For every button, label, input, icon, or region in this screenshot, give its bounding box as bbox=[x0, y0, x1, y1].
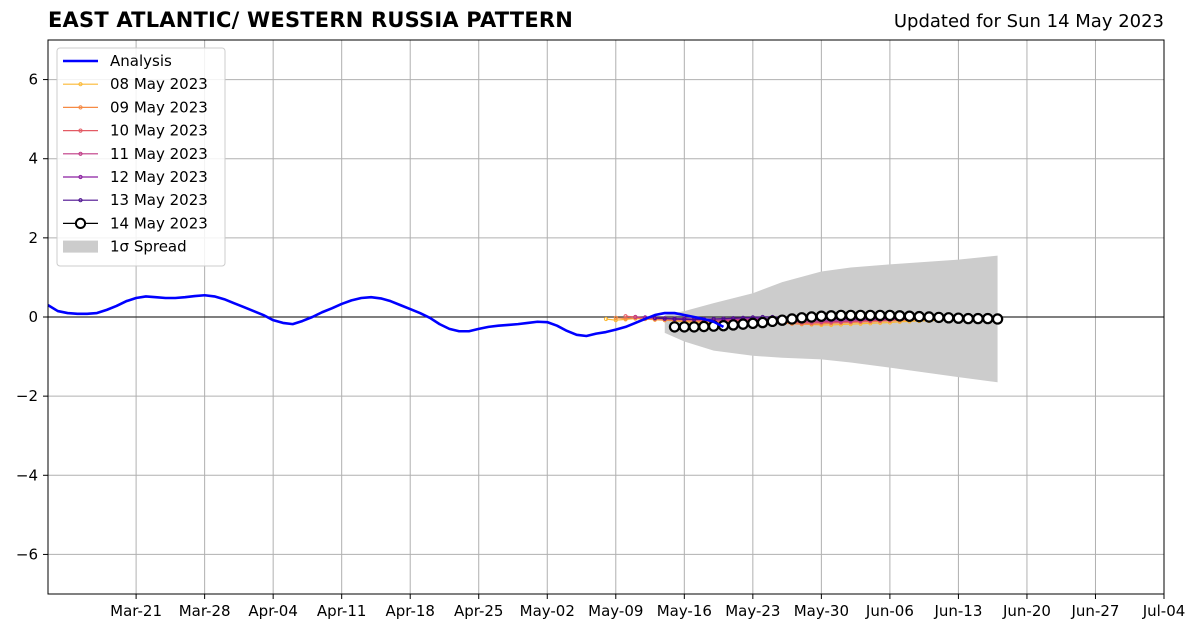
legend-label: 08 May 2023 bbox=[110, 75, 208, 93]
forecast-point bbox=[766, 315, 779, 328]
forecast-point bbox=[854, 309, 867, 322]
x-tick-label: Apr-11 bbox=[317, 602, 367, 620]
forecast-point bbox=[874, 309, 886, 322]
forecast-point bbox=[603, 316, 609, 322]
x-tick-label: May-02 bbox=[520, 602, 575, 620]
y-tick-label: −2 bbox=[16, 387, 38, 405]
legend-label: 10 May 2023 bbox=[110, 122, 208, 140]
legend-marker bbox=[78, 198, 83, 203]
x-tick-label: May-23 bbox=[725, 602, 780, 620]
forecast-point bbox=[668, 321, 681, 333]
legend-marker bbox=[78, 105, 83, 110]
forecast-point bbox=[623, 316, 628, 321]
x-tick-label: Jun-06 bbox=[865, 602, 914, 620]
forecast-point bbox=[982, 312, 994, 325]
forecast-point bbox=[727, 319, 739, 331]
forecast-point bbox=[662, 316, 667, 321]
forecast-point bbox=[737, 318, 749, 330]
forecast-point bbox=[652, 316, 658, 321]
legend-label: 12 May 2023 bbox=[110, 168, 208, 186]
forecast-point bbox=[962, 312, 974, 325]
forecast-point bbox=[613, 318, 618, 323]
forecast-point bbox=[825, 310, 837, 322]
forecast-point bbox=[786, 313, 798, 325]
forecast-point bbox=[796, 312, 808, 324]
x-tick-label: Mar-28 bbox=[179, 602, 231, 620]
forecast-point bbox=[845, 309, 857, 322]
legend-label: 1σ Spread bbox=[110, 238, 187, 256]
forecast-series bbox=[668, 309, 1004, 333]
forecast-point bbox=[991, 313, 1004, 325]
forecast-point bbox=[678, 321, 691, 333]
forecast-point bbox=[633, 314, 638, 320]
forecast-point bbox=[698, 320, 710, 333]
legend-swatch bbox=[63, 240, 98, 253]
forecast-point bbox=[864, 309, 877, 322]
forecast-point bbox=[688, 321, 700, 333]
y-tick-label: 2 bbox=[28, 229, 38, 247]
legend-label: 13 May 2023 bbox=[110, 191, 208, 209]
forecast-point bbox=[913, 310, 925, 323]
forecast-point bbox=[835, 309, 847, 322]
forecast-point bbox=[893, 310, 906, 322]
forecast-point bbox=[672, 316, 677, 322]
chart-title: EAST ATLANTIC/ WESTERN RUSSIA PATTERN bbox=[48, 8, 574, 32]
x-tick-label: Jun-20 bbox=[1002, 602, 1051, 620]
forecast-point bbox=[623, 314, 628, 319]
legend-box bbox=[56, 47, 226, 267]
forecast-point bbox=[756, 316, 769, 329]
y-tick-label: −4 bbox=[16, 466, 38, 484]
forecast-point bbox=[884, 309, 896, 322]
legend-marker bbox=[74, 217, 87, 229]
legend: Analysis 08 May 2023 09 May 2023 10 May 202… bbox=[56, 47, 226, 267]
x-tick-label: Jun-27 bbox=[1071, 602, 1120, 620]
forecast-point bbox=[682, 317, 687, 322]
forecast-point bbox=[933, 311, 945, 324]
forecast-point bbox=[942, 312, 955, 324]
legend-marker bbox=[78, 174, 83, 180]
forecast-point bbox=[776, 314, 788, 326]
x-tick-label: Jun-13 bbox=[933, 602, 982, 620]
analysis-line bbox=[47, 293, 725, 338]
y-tick-label: 4 bbox=[28, 150, 38, 168]
y-tick-label: 0 bbox=[28, 308, 38, 326]
chart-subtitle: Updated for Sun 14 May 2023 bbox=[893, 11, 1164, 32]
forecast-point bbox=[903, 310, 916, 322]
x-tick-label: Apr-25 bbox=[454, 602, 504, 620]
forecast-point bbox=[747, 317, 759, 330]
legend-marker bbox=[78, 128, 83, 133]
forecast-point bbox=[972, 312, 984, 325]
legend-marker bbox=[78, 82, 83, 87]
legend-label: 14 May 2023 bbox=[110, 214, 208, 232]
legend-label: 09 May 2023 bbox=[110, 98, 208, 116]
x-tick-label: Apr-18 bbox=[385, 602, 435, 620]
legend-marker bbox=[78, 151, 83, 156]
x-tick-label: Mar-21 bbox=[110, 602, 162, 620]
y-tick-label: 6 bbox=[28, 71, 38, 89]
y-tick-label: −6 bbox=[16, 545, 38, 563]
forecast-point bbox=[613, 315, 618, 320]
forecast-point bbox=[952, 312, 965, 324]
forecast-point bbox=[923, 311, 935, 323]
forecast-point bbox=[805, 311, 818, 323]
forecast-point bbox=[815, 310, 828, 322]
legend-label: Analysis bbox=[110, 52, 172, 70]
x-tick-label: Jul-04 bbox=[1142, 602, 1186, 620]
x-tick-label: May-09 bbox=[588, 602, 643, 620]
x-tick-label: May-16 bbox=[657, 602, 712, 620]
legend-label: 11 May 2023 bbox=[110, 145, 208, 163]
x-tick-label: May-30 bbox=[794, 602, 849, 620]
x-tick-label: Apr-04 bbox=[248, 602, 298, 620]
